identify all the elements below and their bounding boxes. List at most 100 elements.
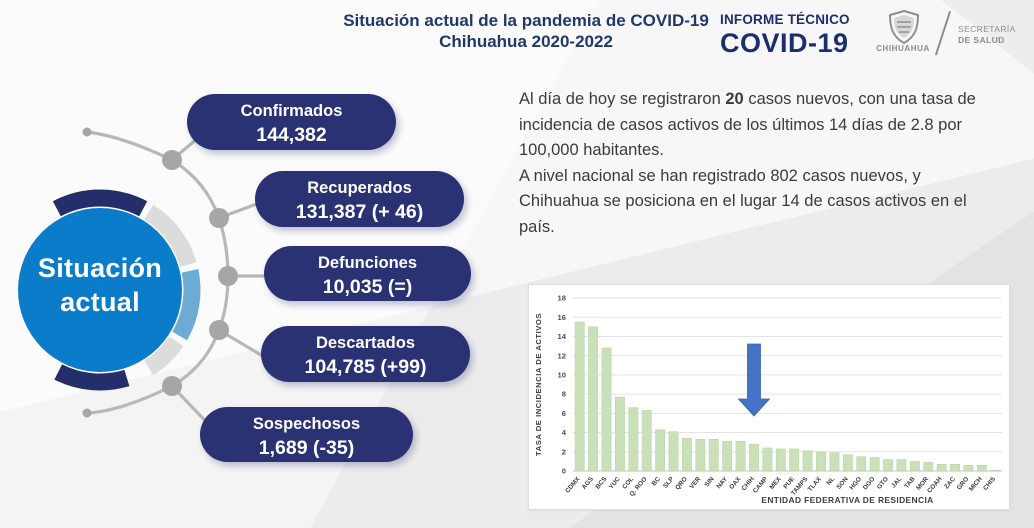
bar-MICH <box>976 464 987 472</box>
node-dot <box>209 320 229 340</box>
node-dot <box>209 208 229 228</box>
arc-lightblue <box>172 269 201 341</box>
bar-TLAX <box>816 451 826 472</box>
bar-CDMX <box>574 321 585 472</box>
bar-PUE <box>789 448 800 472</box>
x-tick-label: SON <box>835 475 850 490</box>
stat-label: Recuperados <box>307 179 412 197</box>
arc-navy-top <box>52 189 148 217</box>
bar-ZAC <box>950 464 960 472</box>
node-dot <box>162 376 182 396</box>
y-tick-label: 0 <box>562 467 566 476</box>
stat-label: Descartados <box>315 334 416 352</box>
shield-icon <box>888 10 920 44</box>
stat-value: 144,382 <box>256 124 327 146</box>
bar-YUC <box>615 396 625 472</box>
bar-JAL <box>896 459 907 472</box>
bar-BCS <box>601 347 612 472</box>
bar-QRO <box>682 438 692 472</box>
bar-NAY <box>722 440 733 472</box>
report-brand-kicker: INFORME TÉCNICO <box>720 12 850 27</box>
badge-ring-arcs <box>52 189 201 391</box>
x-axis-title: ENTIDAD FEDERATIVA DE RESIDENCIA <box>761 495 933 505</box>
bar-MEX <box>775 448 786 472</box>
arc-gray-lower <box>144 336 184 376</box>
x-tick-label: ZAC <box>943 475 957 490</box>
arc-gray-upper <box>144 204 197 268</box>
bar-MOR <box>923 462 934 472</box>
stat-label: Sospechosos <box>252 415 361 433</box>
x-tick-label: NAY <box>715 475 729 490</box>
x-tick-label: JAL <box>890 476 903 490</box>
stat-value: 10,035 (=) <box>322 276 413 298</box>
bar-COL <box>628 407 639 472</box>
x-tick-label: GTO <box>876 476 890 491</box>
y-tick-label: 14 <box>558 332 567 341</box>
stat-label: Confirmados <box>240 102 343 120</box>
bar-SLP <box>668 431 679 472</box>
y-tick-label: 4 <box>562 428 567 437</box>
stat-pill-defunciones: Defunciones 10,035 (=) <box>264 246 471 301</box>
stat-pill-recuperados: Recuperados 131,387 (+ 46) <box>255 171 464 227</box>
chih-highlight-arrow <box>737 343 771 417</box>
x-tick-label: TLAX <box>807 475 824 493</box>
x-tick-label: YUC <box>608 475 622 490</box>
arc-navy-bottom <box>54 364 130 391</box>
summary-paragraph-2: A nivel nacional se han registrado 802 c… <box>519 166 967 236</box>
y-axis-title: TASA DE INCIDENCIA DE ACTIVOS <box>534 313 543 456</box>
y-tick-label: 6 <box>562 409 566 418</box>
situation-circle <box>18 208 182 372</box>
x-tick-label: MICH <box>968 476 984 493</box>
bar-CHIS <box>990 469 1001 472</box>
logo-secretariat-label: SECRETARÍA DE SALUD <box>958 24 1016 45</box>
y-tick-label: 18 <box>558 294 566 303</box>
bar-GTO <box>883 459 893 472</box>
x-tick-label: MEX <box>768 475 783 491</box>
bar-CHIH <box>749 443 759 472</box>
logo-state-label: CHIHUAHUA <box>876 44 930 53</box>
x-tick-label: CDMX <box>564 475 582 494</box>
stat-pill-descartados: Descartados 104,785 (+99) <box>261 326 470 382</box>
x-tick-label: DGO <box>862 476 877 492</box>
y-tick-label: 16 <box>558 313 566 322</box>
situation-badge-label: Situación actual <box>37 253 163 317</box>
page-title: Situación actual de la pandemia de COVID… <box>276 10 776 52</box>
bar-CAMP <box>762 447 773 472</box>
node-dot <box>218 266 238 286</box>
x-tick-label: NL <box>825 476 836 487</box>
incidence-bar-chart: 0 2 4 6 8 10 12 14 16 18 CDMX AGS BCS YUC COL Q. ROO BC S… <box>528 284 1010 510</box>
bar-DGO <box>869 457 880 472</box>
x-tick-label: CAMP <box>752 475 770 494</box>
bar-TAMPS <box>802 450 813 472</box>
bar-COAH <box>936 464 947 472</box>
network-graphic <box>18 124 272 432</box>
x-tick-label: HGO <box>848 476 863 492</box>
bar-GRO <box>963 464 974 472</box>
bar-VER <box>695 439 706 472</box>
stat-label: Defunciones <box>317 254 418 272</box>
x-tick-label: BC <box>651 475 663 487</box>
bar-TAB <box>909 461 920 472</box>
bar-SIN <box>708 439 719 472</box>
bar-HGO <box>856 456 867 472</box>
y-tick-label: 2 <box>562 447 566 456</box>
stat-pill-sospechosos: Sospechosos 1,689 (-35) <box>200 407 413 462</box>
y-tick-label: 8 <box>562 390 566 399</box>
stat-value: 104,785 (+99) <box>304 356 427 378</box>
report-brand-title: COVID-19 <box>720 28 849 58</box>
bar-OAX <box>735 440 746 472</box>
y-tick-label: 12 <box>558 351 566 360</box>
stat-value: 1,689 (-35) <box>258 437 355 459</box>
page-title-line2: Chihuahua 2020-2022 <box>439 32 613 51</box>
node-dot <box>82 127 92 137</box>
x-tick-label: SIN <box>703 475 715 488</box>
bar-NL <box>829 452 840 472</box>
bar-BC <box>655 429 666 472</box>
bar-SON <box>842 454 853 472</box>
stat-pill-confirmados: Confirmados 144,382 <box>187 94 396 150</box>
x-tick-label: VER <box>688 475 702 490</box>
connector-nodes <box>82 127 238 418</box>
node-dot <box>82 408 92 418</box>
